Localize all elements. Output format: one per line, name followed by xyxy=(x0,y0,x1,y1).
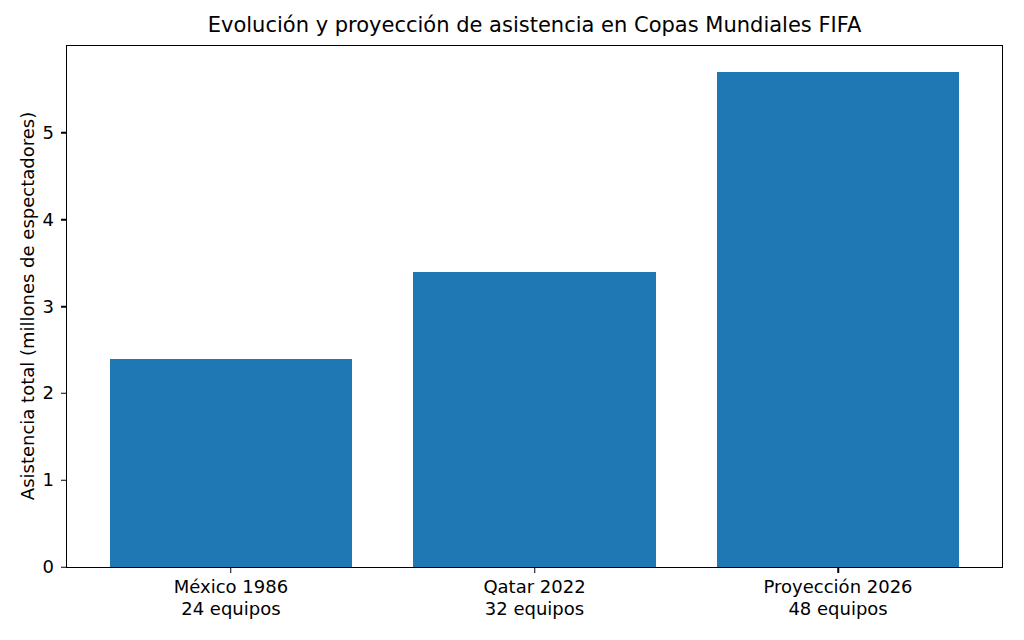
x-tick-3 xyxy=(837,567,839,573)
y-tick-1 xyxy=(61,479,67,481)
y-tick-label-2: 2 xyxy=(43,384,54,402)
chart-title: Evolución y proyección de asistencia en … xyxy=(66,13,1003,37)
x-tick-label-category: Qatar 2022 xyxy=(483,576,585,598)
bar-1 xyxy=(110,359,353,567)
y-axis-label: Asistencia total (millones de espectador… xyxy=(17,112,38,500)
x-tick-1 xyxy=(230,567,232,573)
y-tick-label-5: 5 xyxy=(43,124,54,142)
y-tick-4 xyxy=(61,219,67,221)
y-tick-label-4: 4 xyxy=(43,211,54,229)
bar-2 xyxy=(413,272,656,567)
bar-3 xyxy=(717,72,960,567)
x-tick-label-3: Proyección 202648 equipos xyxy=(764,576,913,620)
y-tick-label-0: 0 xyxy=(43,558,54,576)
y-tick-label-3: 3 xyxy=(43,298,54,316)
x-tick-label-teams: 48 equipos xyxy=(764,598,913,620)
x-tick-2 xyxy=(534,567,536,573)
plot-area: México 198624 equiposQatar 202232 equipo… xyxy=(66,45,1003,568)
y-tick-label-1: 1 xyxy=(43,471,54,489)
chart-figure: Evolución y proyección de asistencia en … xyxy=(0,0,1024,640)
y-tick-5 xyxy=(61,132,67,134)
x-tick-label-1: México 198624 equipos xyxy=(174,576,288,620)
y-tick-2 xyxy=(61,393,67,395)
y-tick-0 xyxy=(61,566,67,568)
x-tick-label-2: Qatar 202232 equipos xyxy=(483,576,585,620)
x-tick-label-category: Proyección 2026 xyxy=(764,576,913,598)
y-tick-3 xyxy=(61,306,67,308)
x-tick-label-teams: 24 equipos xyxy=(174,598,288,620)
x-tick-label-teams: 32 equipos xyxy=(483,598,585,620)
x-tick-label-category: México 1986 xyxy=(174,576,288,598)
